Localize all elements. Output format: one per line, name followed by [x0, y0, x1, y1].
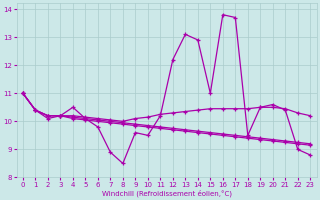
X-axis label: Windchill (Refroidissement éolien,°C): Windchill (Refroidissement éolien,°C) [101, 189, 232, 197]
